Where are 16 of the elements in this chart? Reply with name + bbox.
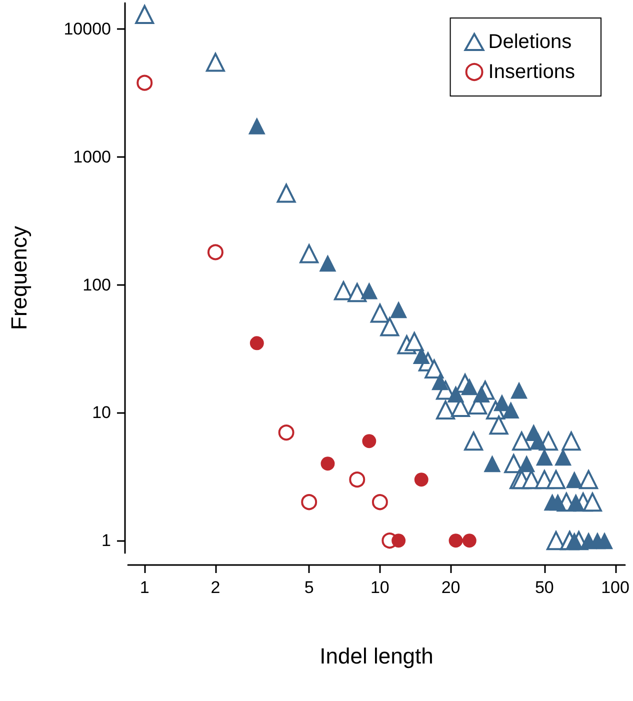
y-tick-label: 10000 xyxy=(64,20,111,39)
x-tick-label: 20 xyxy=(441,578,460,597)
legend-label: Deletions xyxy=(488,31,572,53)
x-tick-label: 50 xyxy=(534,578,554,597)
x-tick-label: 100 xyxy=(601,578,630,597)
x-axis-title: Indel length xyxy=(320,644,434,668)
x-tick-label: 5 xyxy=(304,578,314,597)
legend-label: Insertions xyxy=(488,61,576,83)
x-tick-label: 2 xyxy=(210,578,220,597)
y-tick-label: 100 xyxy=(82,275,111,294)
x-tick-label: 1 xyxy=(140,578,150,597)
y-tick-label: 1 xyxy=(102,531,111,550)
y-axis-title: Frequency xyxy=(6,226,32,330)
x-tick-label: 10 xyxy=(370,578,390,597)
y-tick-label: 10 xyxy=(92,403,111,422)
y-tick-label: 1000 xyxy=(73,147,111,166)
